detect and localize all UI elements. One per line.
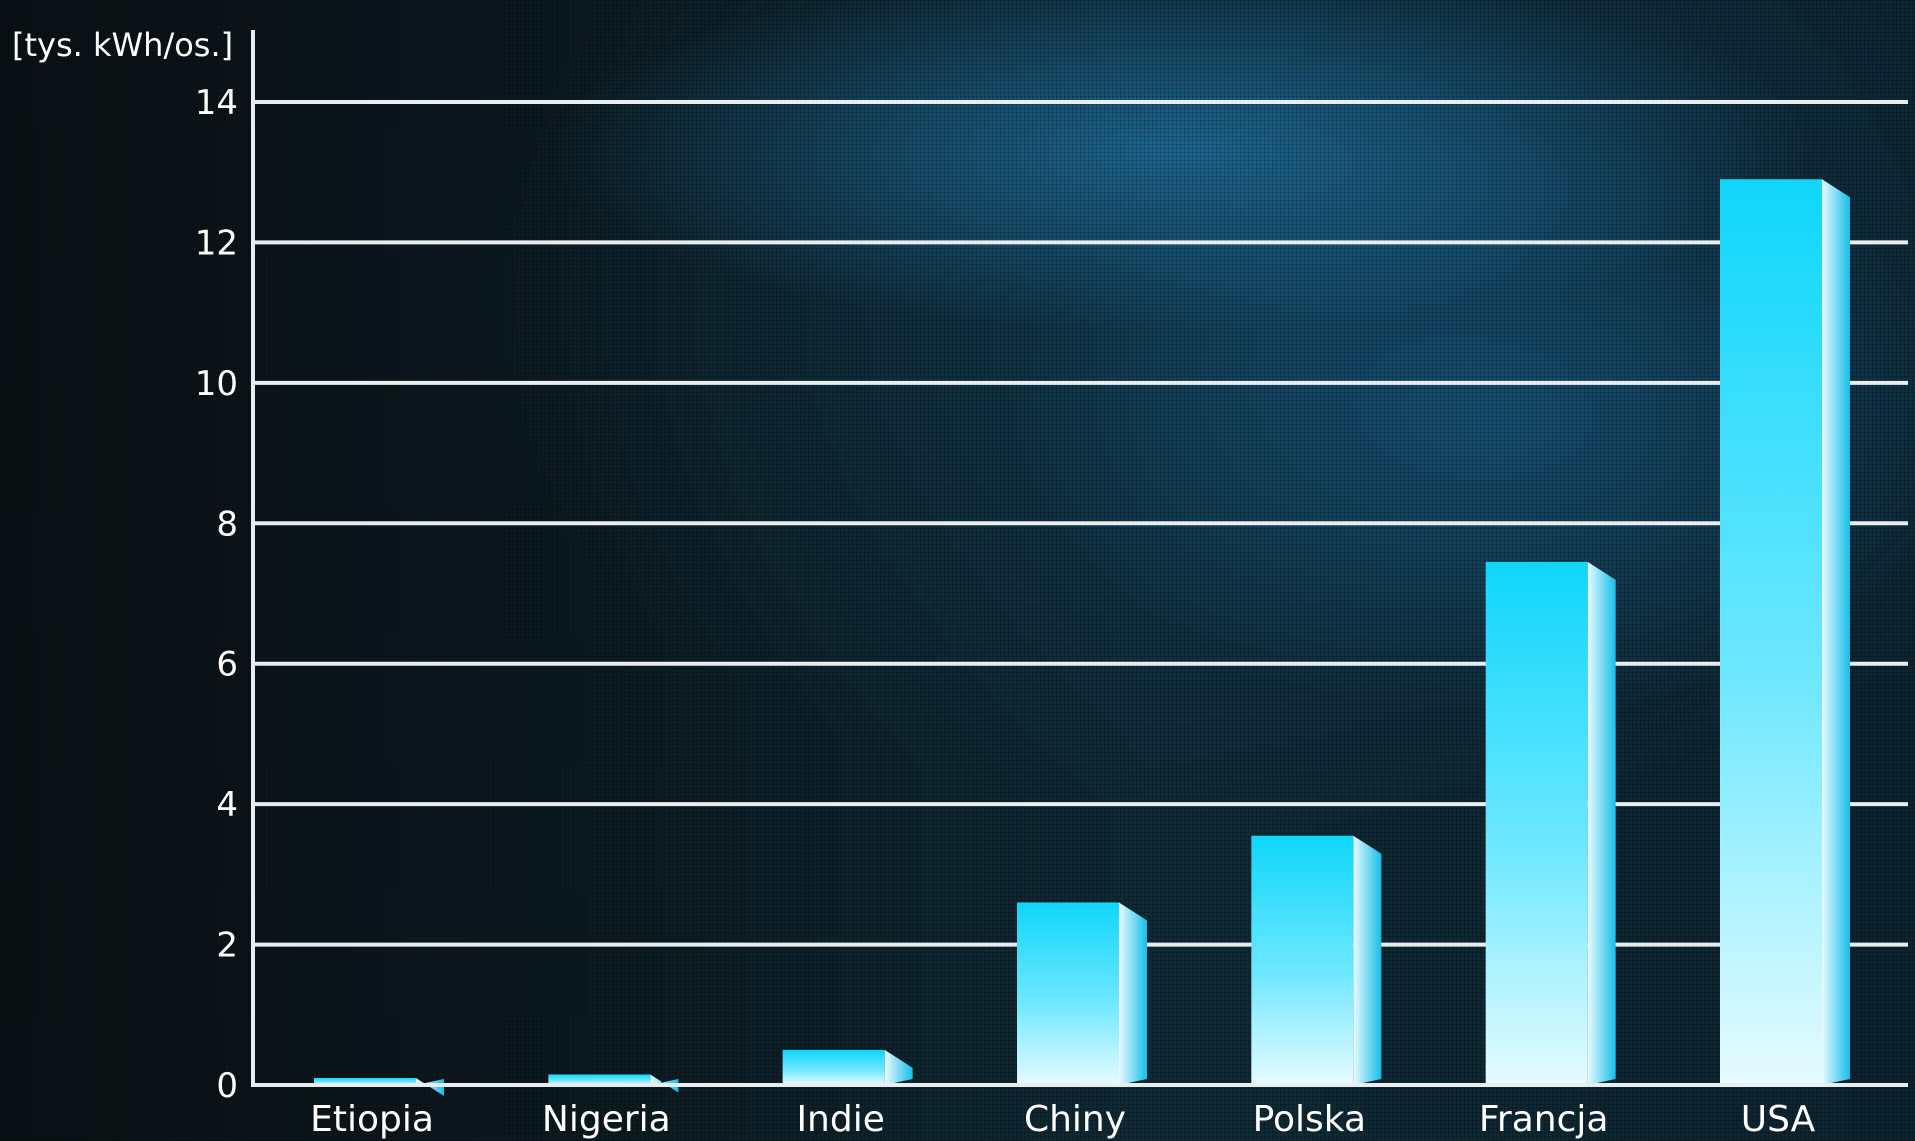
y-tick-label-6: 6	[216, 645, 238, 685]
y-tick-label-4: 4	[216, 785, 238, 825]
bar-side-polska	[1353, 835, 1382, 1085]
bar-front-etiopia	[314, 1077, 416, 1085]
x-tick-label-indie: Indie	[796, 1099, 884, 1140]
x-tick-label-francja: Francja	[1479, 1099, 1609, 1140]
axes	[251, 30, 1908, 1087]
y-tick-label-10: 10	[195, 364, 238, 404]
bar-side-usa	[1822, 179, 1850, 1085]
bar-usa	[1720, 179, 1850, 1085]
x-tick-label-nigeria: Nigeria	[542, 1099, 671, 1140]
bar-front-francja	[1485, 561, 1588, 1085]
bar-francja	[1485, 561, 1616, 1085]
y-tick-label-2: 2	[216, 926, 238, 966]
bars	[314, 179, 1850, 1096]
x-tick-label-chiny: Chiny	[1024, 1099, 1126, 1140]
bar-side-chiny	[1119, 902, 1147, 1085]
bar-front-polska	[1251, 835, 1354, 1085]
y-tick-label-0: 0	[216, 1066, 238, 1106]
x-tick-label-usa: USA	[1741, 1099, 1816, 1140]
y-tick-label-12: 12	[195, 223, 238, 263]
y-tick-label-8: 8	[216, 504, 238, 544]
labels: 0 2 4 6 8 10 12 14 Etiopia Nigeria Indie Chiny Polsk…	[195, 83, 1816, 1140]
bar-front-indie	[782, 1049, 885, 1085]
bar-side-francja	[1587, 561, 1616, 1085]
bar-front-usa	[1720, 179, 1822, 1085]
y-axis-title: [tys. kWh/os.]	[12, 26, 233, 64]
x-tick-label-polska: Polska	[1253, 1099, 1366, 1140]
bar-side-indie	[884, 1049, 913, 1085]
x-tick-label-etiopia: Etiopia	[310, 1099, 434, 1140]
bar-indie	[782, 1049, 913, 1085]
bar-front-chiny	[1017, 902, 1119, 1085]
y-tick-label-14: 14	[195, 83, 238, 123]
bar-front-nigeria	[548, 1074, 651, 1085]
bar-chiny	[1017, 902, 1147, 1085]
gridlines	[255, 100, 1908, 947]
bar-polska	[1251, 835, 1382, 1085]
